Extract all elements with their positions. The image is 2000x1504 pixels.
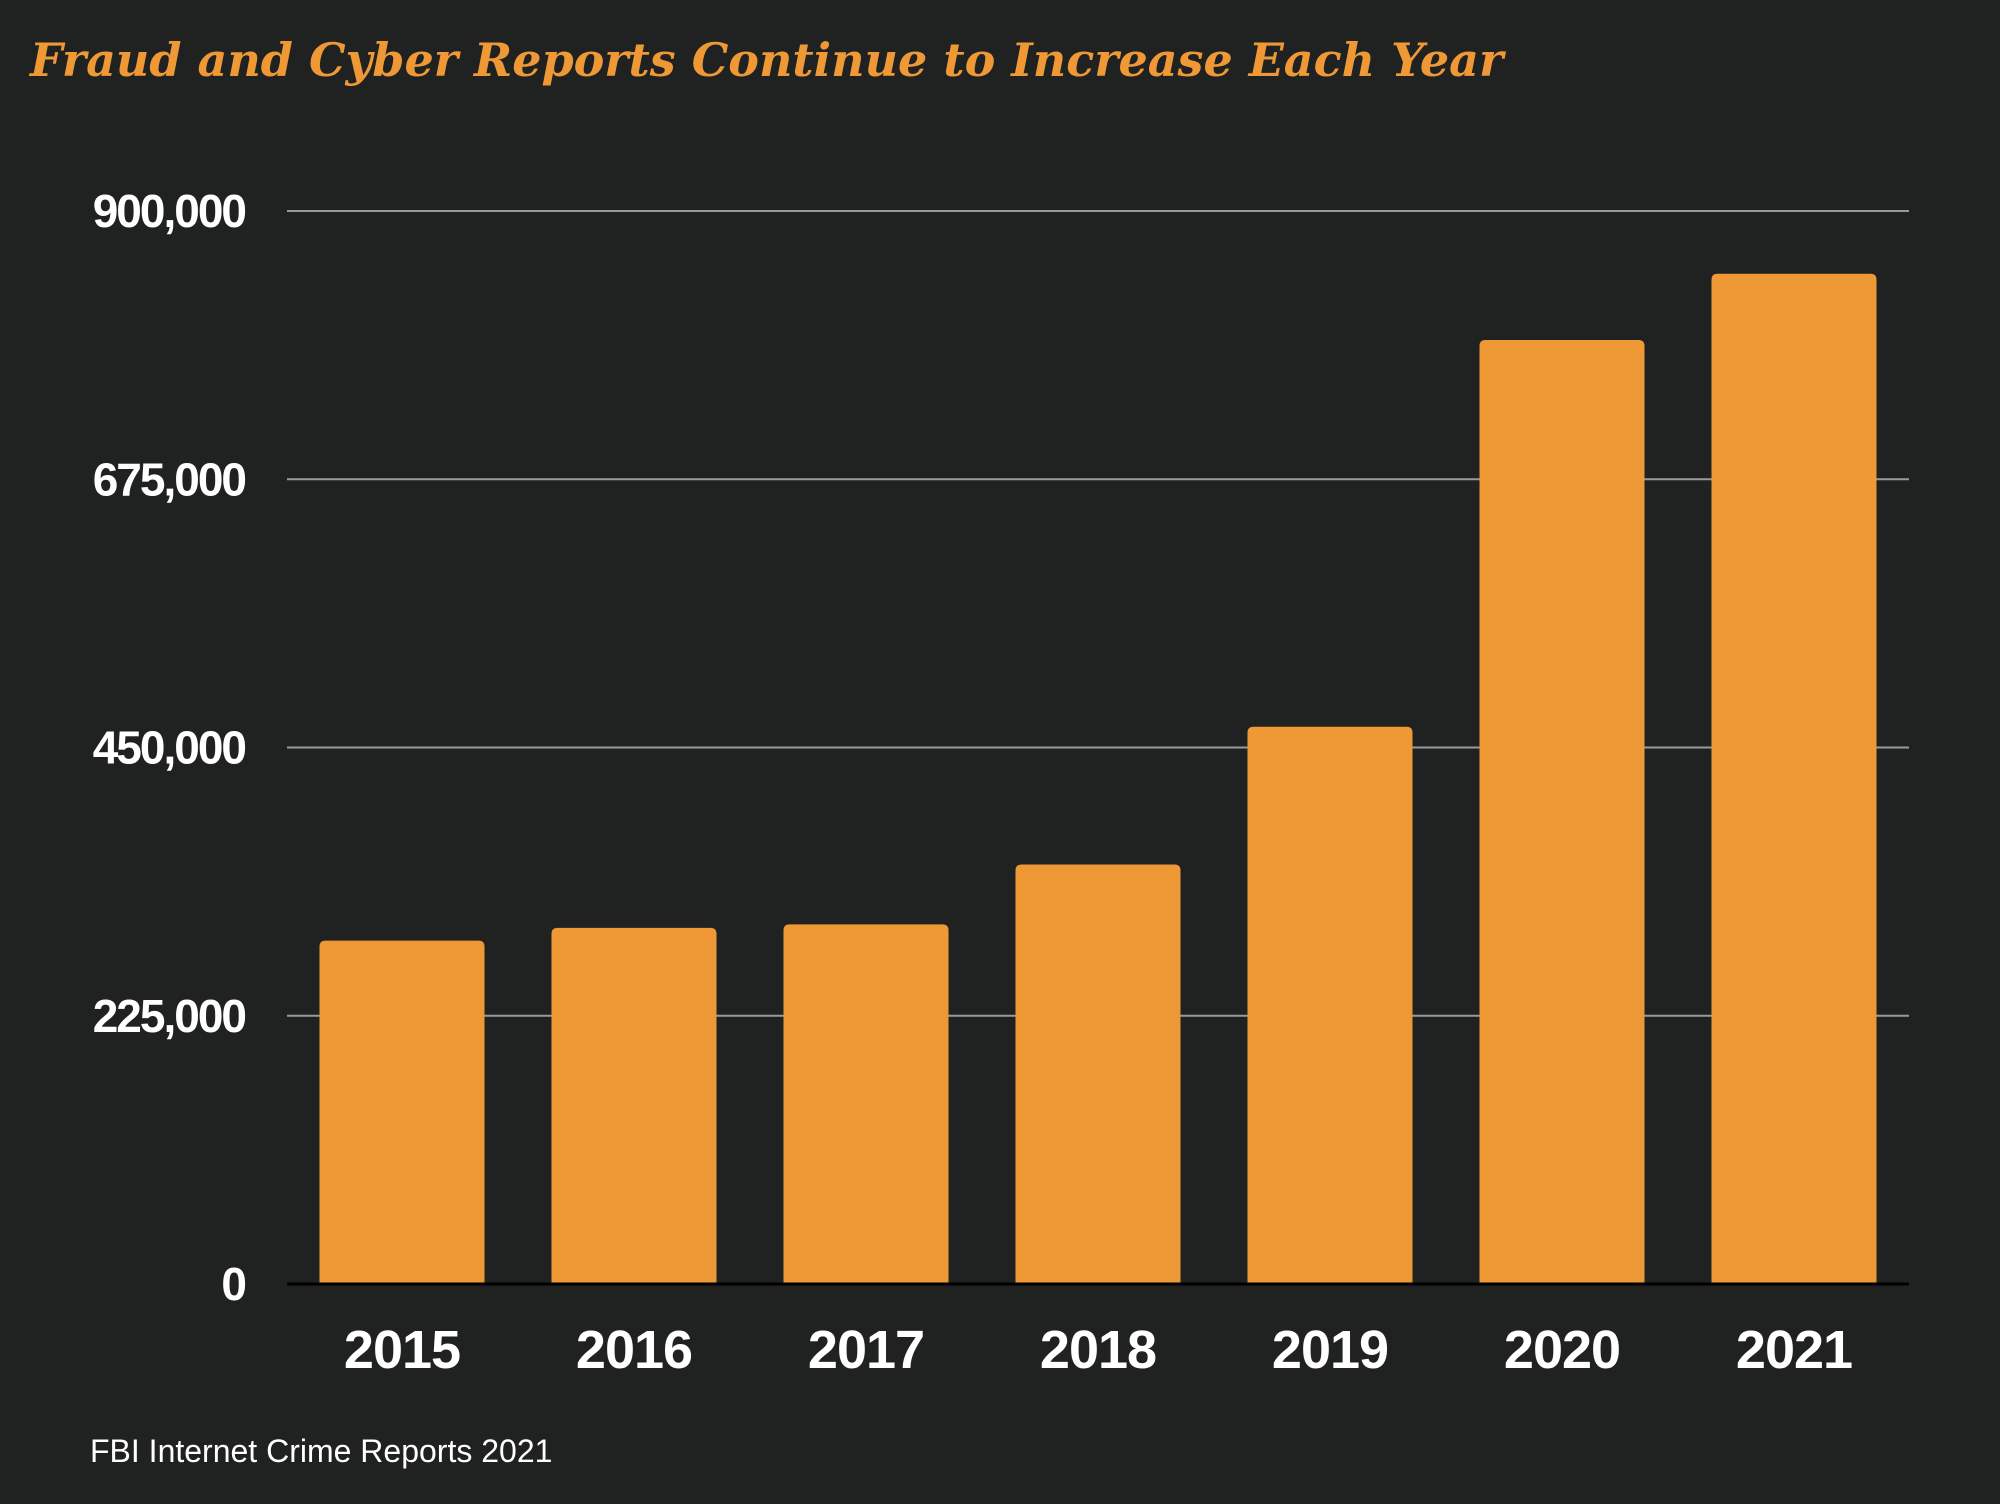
x-tick-label: 2018 <box>1040 1320 1156 1380</box>
x-tick-label: 2021 <box>1736 1320 1852 1380</box>
source-note: FBI Internet Crime Reports 2021 <box>90 1433 552 1469</box>
y-tick-label: 0 <box>221 1258 245 1310</box>
bar-2015 <box>319 940 485 1284</box>
x-tick-label: 2020 <box>1504 1320 1620 1380</box>
y-tick-label: 450,000 <box>93 722 246 774</box>
bar-2016 <box>551 927 717 1284</box>
bars <box>319 273 1877 1285</box>
x-axis-tick-labels: 2015 2016 2017 2018 2019 2020 2021 <box>344 1320 1853 1380</box>
x-tick-label: 2017 <box>808 1320 924 1380</box>
bar-2017 <box>783 924 949 1284</box>
y-tick-label: 900,000 <box>93 185 246 237</box>
bar-2018 <box>1015 864 1181 1284</box>
y-tick-label: 225,000 <box>93 990 246 1042</box>
y-tick-label: 675,000 <box>93 453 246 505</box>
x-tick-label: 2016 <box>576 1320 692 1380</box>
bar-2019 <box>1247 726 1413 1284</box>
bar-2021 <box>1711 273 1877 1284</box>
x-tick-label: 2019 <box>1272 1320 1388 1380</box>
bar-2020 <box>1479 339 1645 1285</box>
x-tick-label: 2015 <box>344 1320 460 1380</box>
chart-title: Fraud and Cyber Reports Continue to Incr… <box>28 33 1507 87</box>
y-axis-tick-labels: 0 225,000 450,000 675,000 900,000 <box>93 185 248 1310</box>
